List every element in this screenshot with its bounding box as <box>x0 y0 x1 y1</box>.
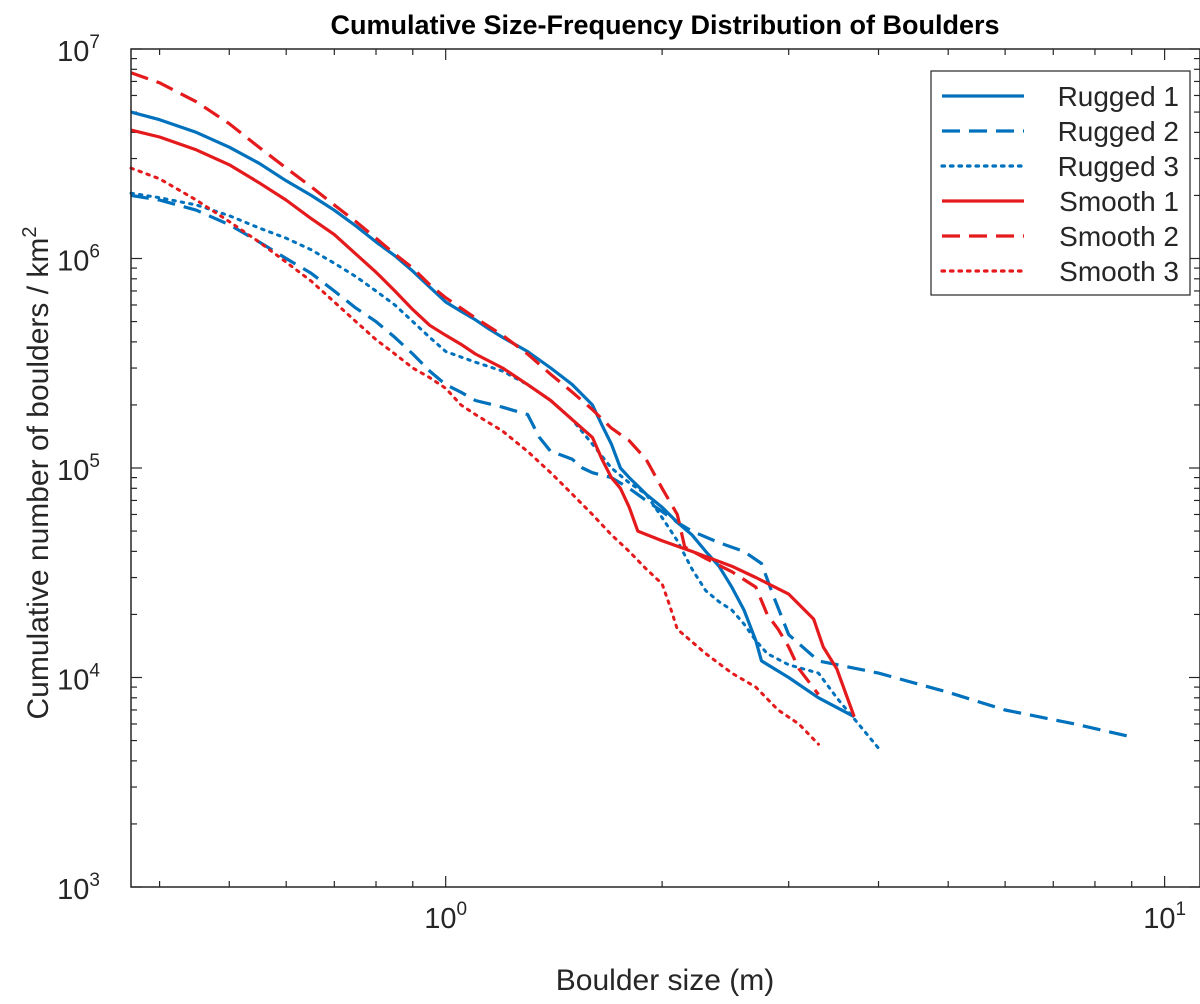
y-tick-label: 105 <box>57 451 100 487</box>
series-line-smooth-1 <box>130 128 856 718</box>
legend-box <box>930 70 1191 296</box>
y-tick-label: 103 <box>57 870 100 906</box>
x-tick-label: 100 <box>424 899 467 935</box>
legend-label: Rugged 2 <box>1058 116 1179 147</box>
series-line-smooth-2 <box>130 71 820 696</box>
plot-area-frame <box>130 48 1200 888</box>
series-lines <box>129 71 1133 750</box>
x-axis-label: Boulder size (m) <box>556 964 774 997</box>
legend-label: Smooth 1 <box>1059 186 1179 217</box>
y-tick-label: 104 <box>57 661 100 697</box>
y-axis-label: Cumulative number of boulders / km2 <box>19 227 55 720</box>
x-tick-label: 101 <box>1143 899 1186 935</box>
series-line-rugged-1 <box>130 110 855 719</box>
y-tick-label: 106 <box>57 242 100 278</box>
series-line-rugged-2 <box>130 193 1133 739</box>
series-line-smooth-3 <box>129 166 820 746</box>
x-axis-ticks: 100 101 <box>158 49 1186 935</box>
y-axis-label-superscript: 2 <box>19 227 41 238</box>
y-axis-ticks: 103 104 105 106 107 <box>57 32 1200 906</box>
legend-label: Smooth 3 <box>1059 256 1179 287</box>
y-axis-label-main: Cumulative number of boulders / km <box>22 238 55 720</box>
legend: Rugged 1 Rugged 2 Rugged 3 Smooth 1 Smooth 2… <box>930 70 1191 296</box>
legend-label: Rugged 1 <box>1058 81 1179 112</box>
y-tick-label: 107 <box>57 32 100 68</box>
chart-title: Cumulative Size-Frequency Distribution o… <box>330 10 999 40</box>
legend-label: Smooth 2 <box>1059 221 1179 252</box>
legend-label: Rugged 3 <box>1058 151 1179 182</box>
